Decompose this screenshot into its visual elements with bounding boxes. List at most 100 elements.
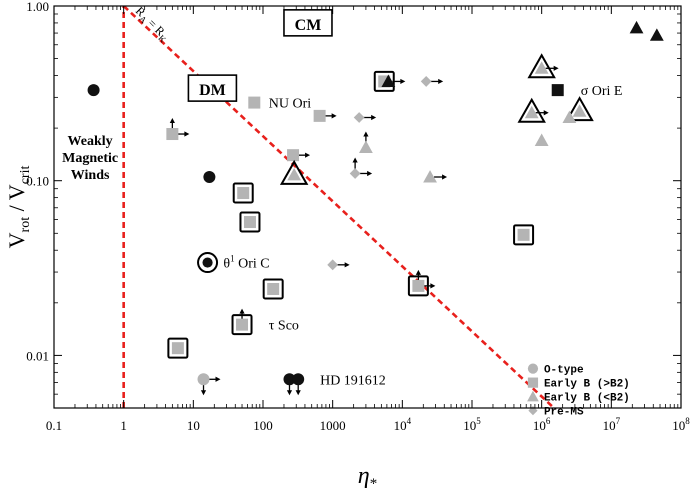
annotation-sup: 1 [230,254,235,264]
x-tick-base: 10 [463,418,476,433]
marker-square [313,109,326,122]
marker-circle [202,257,213,268]
label-tau-sco: τ Sco [269,319,299,334]
data-point-triangle-28 [629,20,644,34]
magnetic-box-square [232,182,254,204]
magnetic-box-square [262,278,284,300]
y-axis-label: Vrot / Vcrit [4,166,33,249]
data-point-triangle-19 [279,159,309,185]
data-point-circle-2 [197,252,219,274]
annotation-text: HD 191612 [320,373,386,388]
guide-lines [122,6,555,408]
x-tick-label: 10 [187,418,200,433]
magnetic-box-triangle [527,53,556,79]
data-point-triangle-27 [423,170,448,183]
data-point-square-7 [248,96,261,109]
annotation-text-after: Ori C [235,257,270,272]
marker-triangle [381,74,396,87]
x-axis-label: η* [358,463,377,492]
x-tick-exp: 8 [685,416,690,426]
legend: O-type Early B (>B2) Early B (<B2) Pre-MS [527,363,630,419]
limit-arrow-up [352,157,358,170]
y-label-v1: V [4,232,29,248]
marker-square [412,279,425,292]
marker-square [287,149,300,162]
x-label-eta: η [358,463,370,489]
legend-marker-circle [527,363,539,374]
magnetic-box-triangle [565,96,594,122]
marker-triangle [359,140,373,153]
magnetic-box-triangle [279,159,309,185]
data-point-circle-3 [197,373,221,396]
cm-label: CM [295,17,322,34]
marker-circle [292,373,305,386]
data-point-circle-0 [87,84,100,97]
limit-arrow-right [336,262,350,268]
magnetic-box-square [513,224,535,246]
marker-diamond [420,76,432,87]
x-tick-label: 106 [533,416,551,433]
marker-circle [87,84,100,97]
y-label-v2: V [4,184,29,200]
limit-arrow-right [545,65,559,71]
cm-box [283,9,333,37]
data-point-diamond-31 [349,157,373,179]
marker-triangle [534,133,549,146]
data-point-triangle-23 [565,96,594,122]
marker-triangle [534,61,549,74]
annotation-text: σ Ori E [581,84,623,99]
x-tick-label: 100 [253,418,273,433]
marker-triangle [524,105,539,119]
legend-label: Early B (>B2) [544,379,630,391]
marker-square [267,282,280,295]
legend-entry-square: Early B (>B2) [527,377,630,391]
x-tick-base: 1 [120,418,127,433]
x-tick-base: 10 [394,418,407,433]
axis-labels: η* Vrot / Vcrit [4,166,377,492]
marker-circle [203,171,216,184]
y-tick-label: 0.10 [26,174,49,189]
data-point-square-13 [231,308,253,336]
data-point-triangle-22 [517,97,549,123]
x-tick-base: 10 [672,418,685,433]
legend-entry-circle: O-type [527,363,584,377]
limit-arrow-right [359,170,373,177]
marker-triangle [562,110,577,124]
data-point-square-12 [262,278,284,300]
legend-entry-diamond: Pre-MS [528,406,584,419]
marker-diamond [327,259,339,271]
y-tick-label: 0.01 [26,348,49,363]
data-point-diamond-32 [420,76,444,87]
data-points [87,20,664,396]
magnetic-box-square [231,314,253,336]
data-point-circle-4 [283,373,296,396]
limit-arrow-right [430,78,444,85]
magnetic-box-square [167,337,189,359]
limit-arrow-right [434,174,448,180]
x-tick-exp: 5 [476,416,481,426]
data-point-triangle-20 [381,74,406,87]
data-point-square-11 [239,211,261,233]
legend-label: O-type [544,365,584,377]
marker-square [236,318,249,331]
marker-diamond [353,112,365,123]
marker-circle [283,373,296,386]
data-point-square-17 [513,224,535,246]
limit-arrow-right [363,114,377,121]
marker-triangle [629,20,644,34]
x-tick-base: 10 [533,418,546,433]
marker-square [171,342,184,355]
x-tick-base: 10 [603,418,616,433]
weak-winds-line-2: Magnetic [62,151,118,166]
x-tick-label: 104 [394,416,412,433]
data-point-square-14 [167,337,189,359]
dm-box [187,74,238,102]
magnetic-box-square [239,211,261,233]
x-tick-exp: 4 [407,416,412,426]
data-point-square-10 [232,182,254,204]
data-point-diamond-30 [353,112,377,123]
legend-marker-square [527,377,539,388]
label-hd-191612: HD 191612 [320,373,386,388]
data-point-square-8 [313,109,337,122]
